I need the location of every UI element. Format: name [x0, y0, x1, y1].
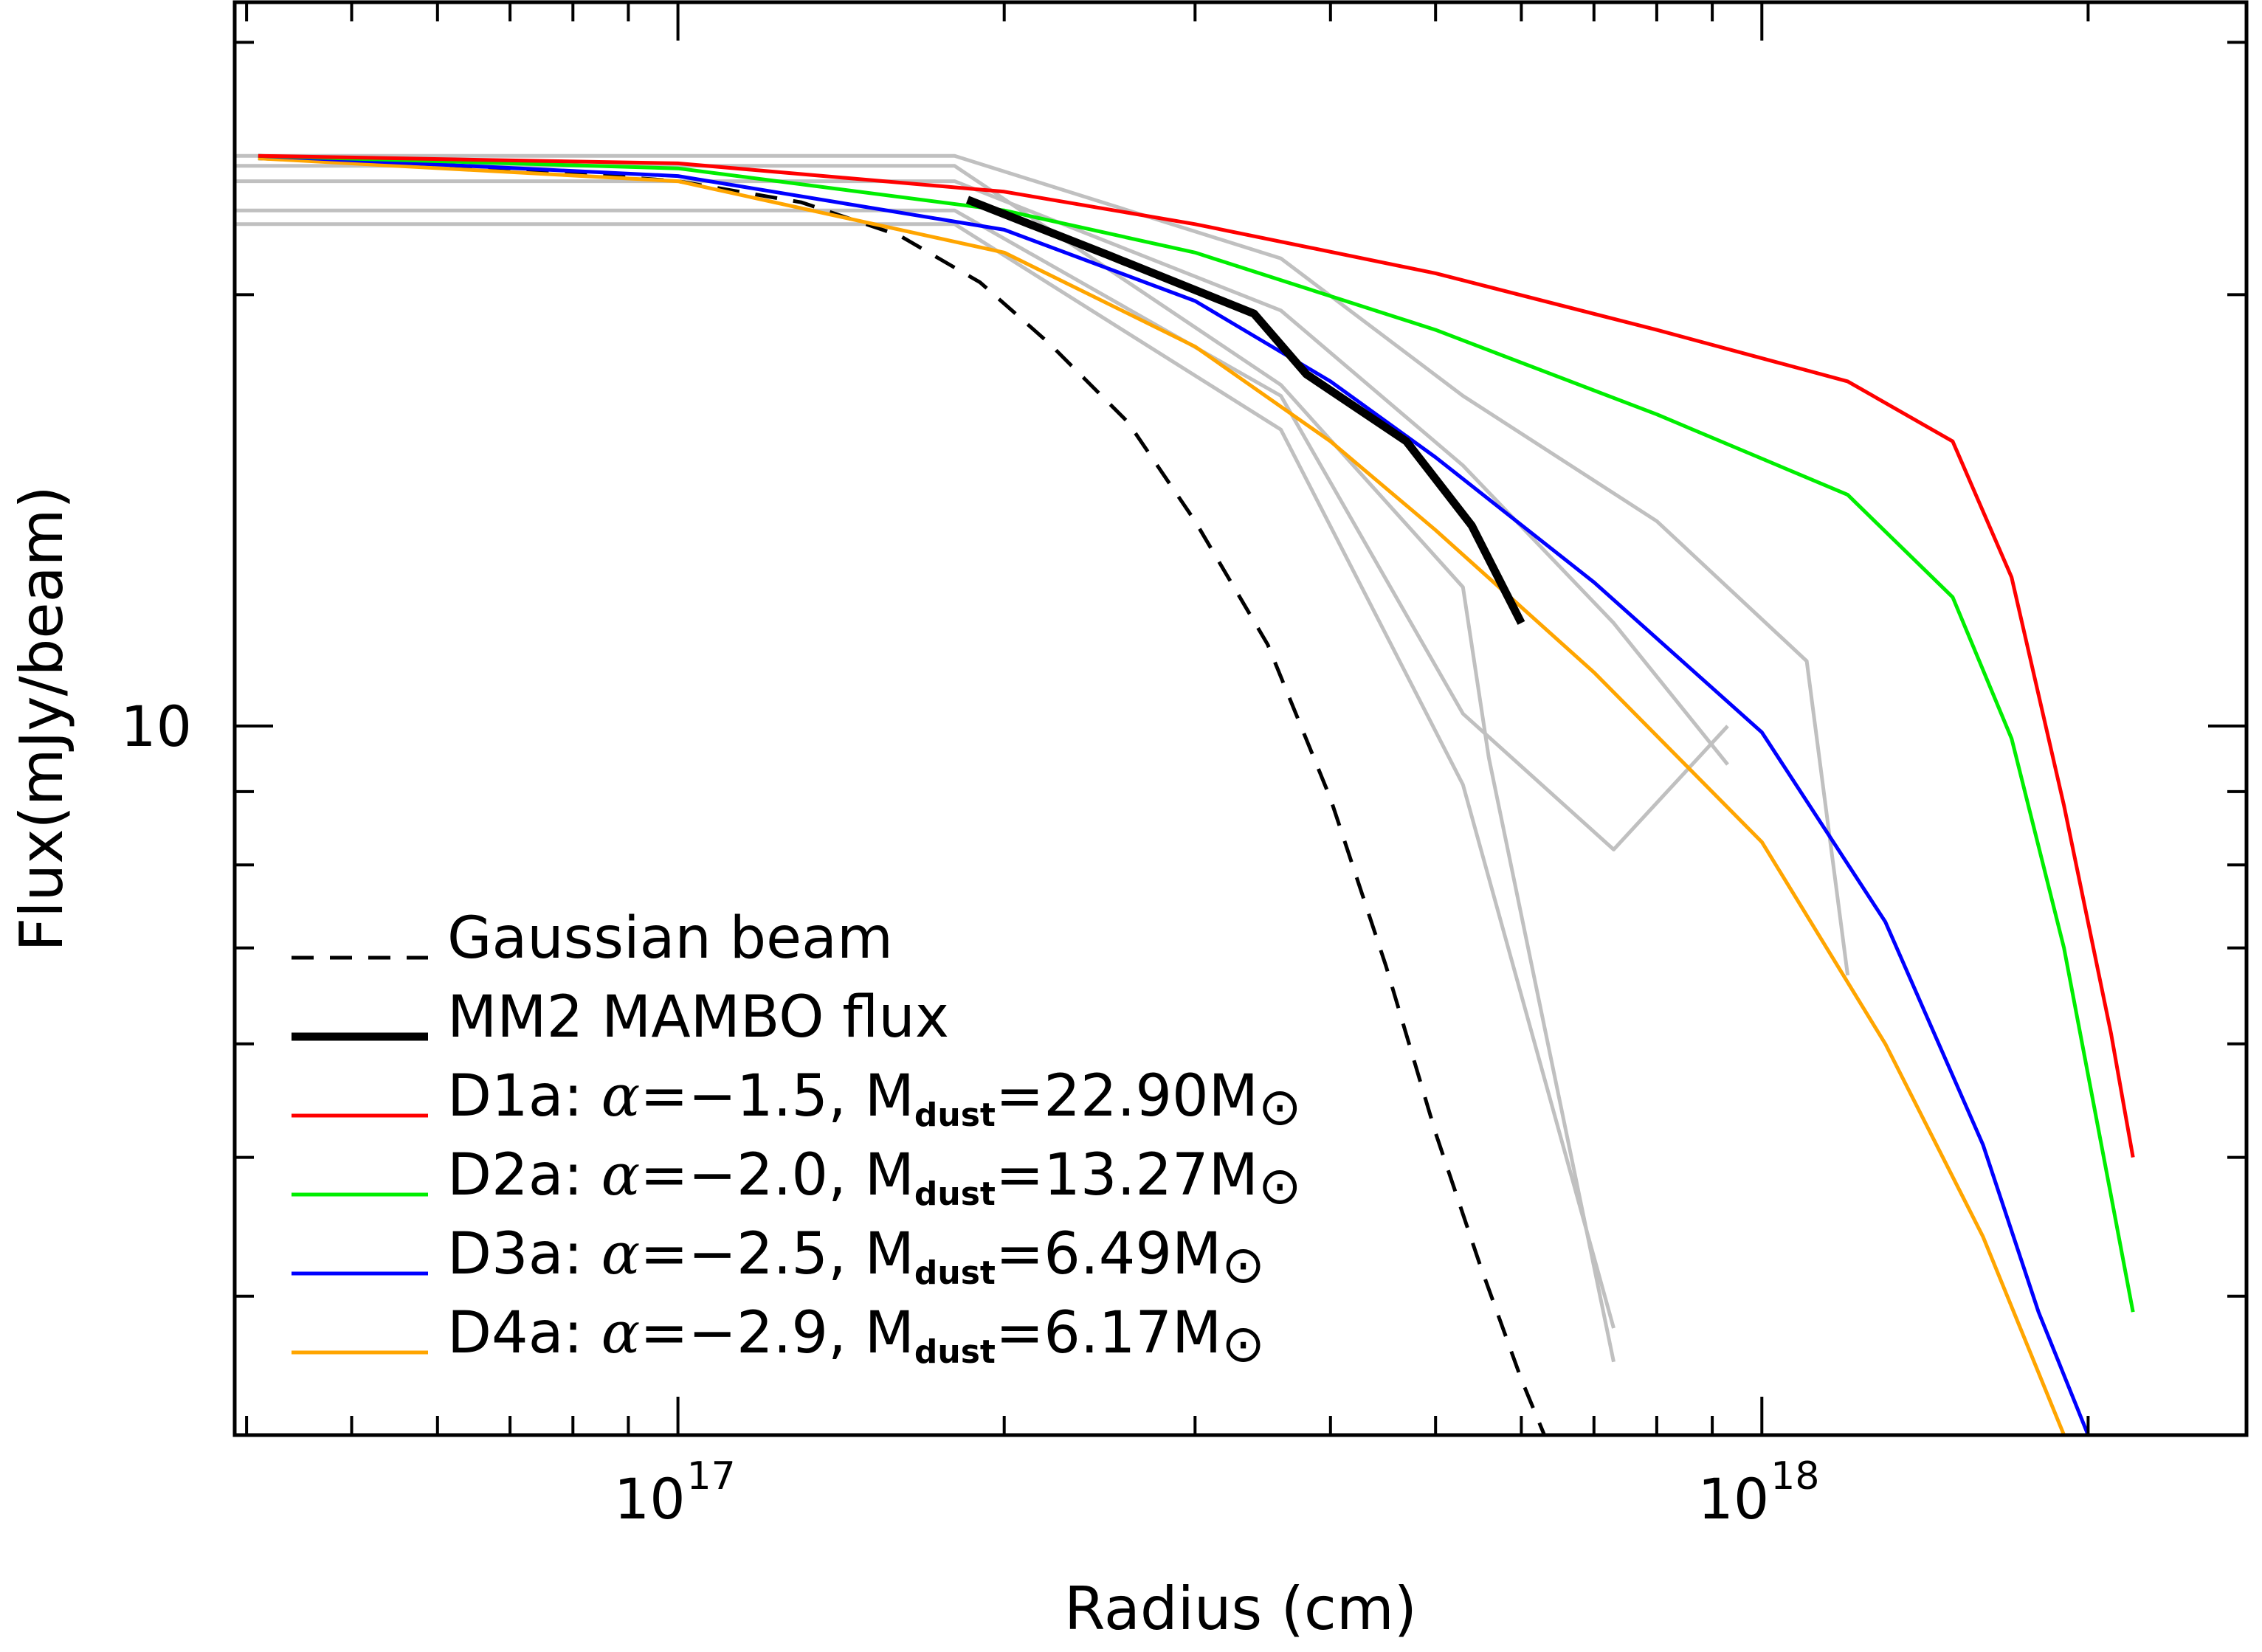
legend-label: Gaussian beam [447, 905, 893, 972]
series-line-grey-profile [235, 153, 1850, 976]
legend-label: MM2 MAMBO flux [447, 984, 949, 1051]
x-tick-label: 10 18 [1698, 1454, 1820, 1532]
legend-entry: D1a: α=−1.5, Mdust=22.90M⊙ [292, 1063, 1302, 1137]
plot-frame [232, 0, 2249, 1437]
x-axis-label: Radius (cm) [1064, 1575, 1417, 1643]
x-tick-label-base: 10 [614, 1466, 686, 1532]
model-series [258, 153, 2135, 1435]
series-line-grey-profile [235, 222, 1616, 1329]
legend-label: D2a: α=−2.0, Mdust=13.27M⊙ [447, 1142, 1302, 1216]
series-line-4 [258, 153, 2090, 1435]
legend-label: D1a: α=−1.5, Mdust=22.90M⊙ [447, 1063, 1302, 1137]
series-line-2 [258, 153, 2135, 1158]
grey-profiles [235, 153, 1850, 1363]
legend-entry: D3a: α=−2.5, Mdust=6.49M⊙ [292, 1221, 1265, 1295]
legend-entry: Gaussian beam [292, 905, 893, 972]
y-axis-label: Flux(mJy/beam) [7, 485, 76, 951]
series-line-grey-profile [235, 208, 1729, 851]
series-line-3 [258, 153, 2135, 1313]
legend-label: D3a: α=−2.5, Mdust=6.49M⊙ [447, 1221, 1265, 1295]
x-tick-label-base: 10 [1698, 1466, 1770, 1532]
legend-entry: MM2 MAMBO flux [292, 984, 949, 1051]
series-line-5 [258, 156, 2066, 1435]
x-tick-label-exponent: 17 [687, 1454, 736, 1499]
legend-entry: D4a: α=−2.9, Mdust=6.17M⊙ [292, 1300, 1265, 1374]
y-tick-label: 10 [120, 694, 192, 759]
x-tick-label-exponent: 18 [1770, 1454, 1819, 1499]
x-tick-label: 10 17 [614, 1454, 736, 1532]
axis-ticks [235, 2, 2247, 1435]
legend: Gaussian beam MM2 MAMBO flux D1a: α=−1.5, … [292, 905, 1302, 1374]
legend-entry: D2a: α=−2.0, Mdust=13.27M⊙ [292, 1142, 1302, 1216]
series-line-1 [965, 196, 1525, 625]
series-line-grey-profile [235, 164, 1616, 1363]
series-line-0 [258, 156, 1546, 1435]
series-line-grey-profile [235, 179, 1729, 766]
legend-label: D4a: α=−2.9, Mdust=6.17M⊙ [447, 1300, 1265, 1374]
